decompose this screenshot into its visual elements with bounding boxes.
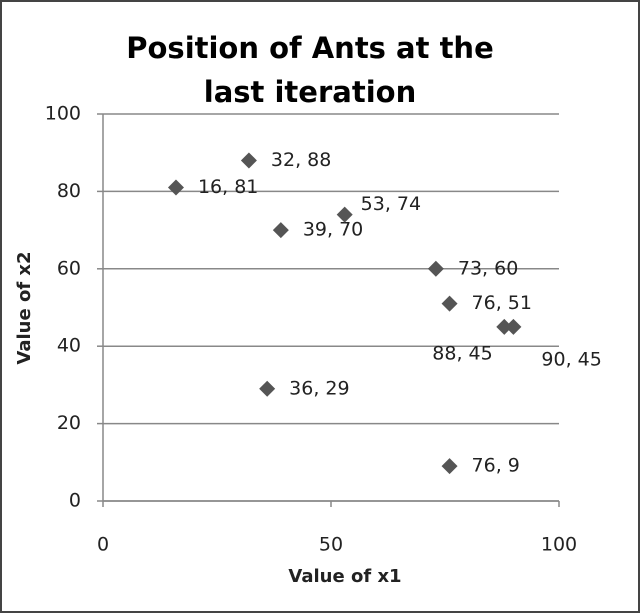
y-axis-title: Value of x2 xyxy=(14,251,35,364)
data-label: 36, 29 xyxy=(289,377,349,399)
data-point xyxy=(240,152,257,169)
x-tick-label: 100 xyxy=(541,534,577,556)
data-point xyxy=(259,380,276,397)
y-tick-label: 0 xyxy=(69,490,81,512)
data-label: 88, 45 xyxy=(432,342,492,364)
data-point xyxy=(167,179,184,196)
data-point xyxy=(427,260,444,277)
y-tick-label: 100 xyxy=(45,103,81,125)
data-label: 16, 81 xyxy=(198,176,258,198)
y-tick-label: 80 xyxy=(57,180,81,202)
data-label: 76, 9 xyxy=(472,455,520,477)
data-label: 73, 60 xyxy=(458,257,518,279)
chart-title: Position of Ants at the last iteration xyxy=(126,31,494,109)
data-label: 76, 51 xyxy=(472,292,532,314)
data-point xyxy=(336,206,353,223)
x-tick-label: 0 xyxy=(97,534,109,556)
data-point xyxy=(272,222,289,239)
data-point xyxy=(441,295,458,312)
data-label: 53, 74 xyxy=(361,193,421,215)
y-tick-label: 20 xyxy=(57,412,81,434)
x-tick-label: 50 xyxy=(319,534,343,556)
data-label: 32, 88 xyxy=(271,149,331,171)
data-point xyxy=(441,458,458,475)
y-tick-label: 60 xyxy=(57,257,81,279)
x-axis-title: Value of x1 xyxy=(288,566,401,587)
data-label: 90, 45 xyxy=(541,348,601,370)
data-point xyxy=(496,318,513,335)
data-point xyxy=(505,318,522,335)
y-tick-label: 40 xyxy=(57,335,81,357)
data-label: 39, 70 xyxy=(303,219,363,241)
